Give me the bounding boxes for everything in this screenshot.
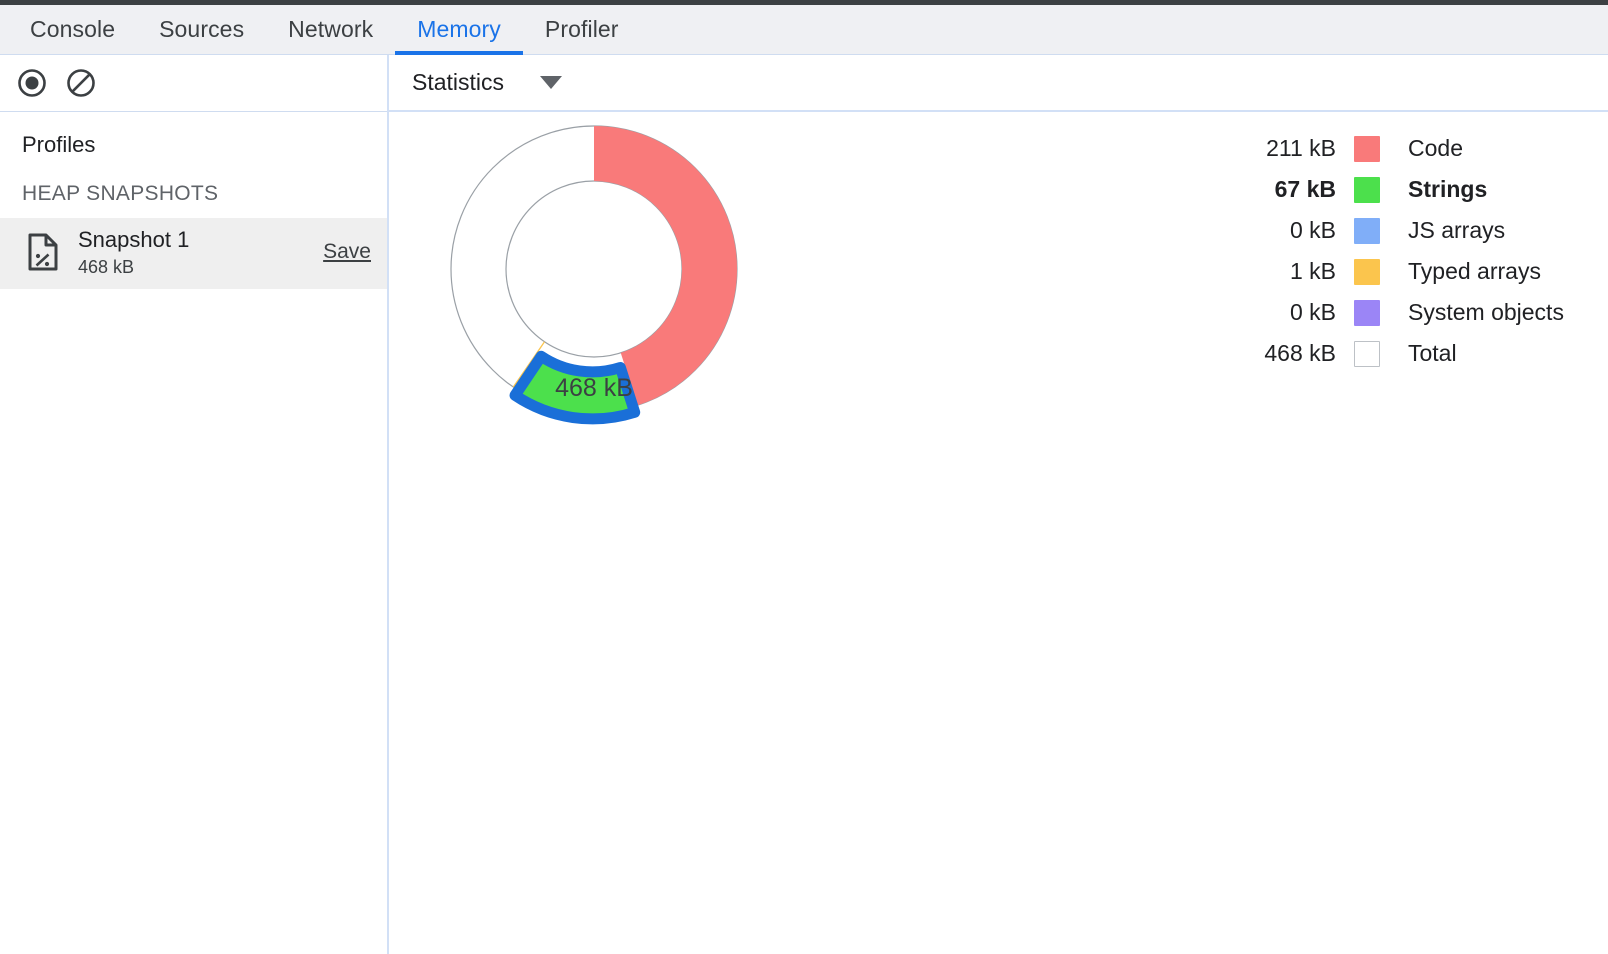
- tab-memory[interactable]: Memory: [395, 5, 523, 55]
- snapshot-size: 468 kB: [78, 256, 135, 277]
- statistics-content: 468 kB 211 kB Code 67 kB Strings: [389, 112, 1608, 954]
- clear-icon[interactable]: [65, 67, 97, 99]
- legend-value-system-objects: 0 kB: [1289, 299, 1336, 325]
- legend-row-code[interactable]: 211 kB Code: [1244, 128, 1564, 169]
- memory-donut-chart: 468 kB: [389, 112, 1189, 472]
- legend-label-typed-arrays: Typed arrays: [1408, 258, 1541, 284]
- tab-sources[interactable]: Sources: [137, 5, 266, 54]
- snapshot-text: Snapshot 1 468 kB: [78, 227, 313, 277]
- view-selector-dropdown[interactable]: Statistics: [406, 65, 568, 100]
- record-icon[interactable]: [16, 67, 48, 99]
- profiles-sidebar: Profiles HEAP SNAPSHOTS Snapshot 1: [0, 55, 389, 954]
- legend-row-system-objects[interactable]: 0 kB System objects: [1244, 292, 1564, 333]
- legend-label-total: Total: [1408, 340, 1457, 366]
- legend-swatch-total: [1354, 340, 1380, 367]
- legend-value-typed-arrays: 1 kB: [1289, 258, 1336, 284]
- statistics-toolbar: Statistics: [389, 55, 1608, 112]
- tab-console-label: Console: [30, 16, 116, 42]
- panel-body: Profiles HEAP SNAPSHOTS Snapshot 1: [0, 55, 1608, 954]
- statistics-panel: Statistics 468 kB 211 kB Code: [389, 55, 1608, 954]
- legend-value-js-arrays: 0 kB: [1289, 217, 1336, 243]
- tab-console[interactable]: Console: [8, 5, 137, 54]
- legend-value-total: 468 kB: [1264, 340, 1336, 366]
- legend-row-js-arrays[interactable]: 0 kB JS arrays: [1244, 210, 1564, 251]
- tab-sources-label: Sources: [159, 16, 245, 42]
- panel-tabbar: Console Sources Network Memory Profiler: [0, 5, 1608, 55]
- legend-label-code: Code: [1408, 135, 1463, 161]
- tab-memory-label: Memory: [417, 16, 501, 42]
- profiles-list: Profiles HEAP SNAPSHOTS Snapshot 1: [0, 112, 387, 954]
- legend-label-strings: Strings: [1408, 176, 1488, 202]
- list-item-snapshot-1[interactable]: Snapshot 1 468 kB Save: [0, 218, 387, 289]
- view-selector-label: Statistics: [412, 69, 505, 95]
- snapshot-document-icon: [26, 233, 60, 271]
- legend-swatch-strings: [1354, 176, 1380, 203]
- legend-swatch-system-objects: [1354, 299, 1380, 326]
- tab-profiler-label: Profiler: [544, 16, 619, 42]
- heap-snapshots-section-header: HEAP SNAPSHOTS: [22, 182, 219, 205]
- memory-legend: 211 kB Code 67 kB Strings 0 kB JS arrays: [1244, 128, 1564, 374]
- snapshot-name: Snapshot 1: [78, 227, 190, 252]
- window-top-strip: [0, 0, 1608, 5]
- legend-value-code: 211 kB: [1266, 135, 1336, 161]
- legend-label-system-objects: System objects: [1408, 299, 1564, 325]
- save-snapshot-link[interactable]: Save: [323, 240, 371, 264]
- legend-label-js-arrays: JS arrays: [1408, 217, 1506, 243]
- tab-profiler[interactable]: Profiler: [523, 5, 641, 54]
- chevron-down-icon: [540, 76, 563, 89]
- sidebar-toolbar: [0, 55, 387, 112]
- legend-swatch-js-arrays: [1354, 217, 1380, 244]
- legend-value-strings: 67 kB: [1274, 176, 1336, 202]
- legend-swatch-code: [1354, 135, 1380, 162]
- tab-network[interactable]: Network: [266, 5, 395, 54]
- legend-row-typed-arrays[interactable]: 1 kB Typed arrays: [1244, 251, 1564, 292]
- donut-chart-svg[interactable]: [389, 112, 1189, 472]
- legend-swatch-typed-arrays: [1354, 258, 1380, 285]
- legend-row-strings[interactable]: 67 kB Strings: [1244, 169, 1564, 210]
- tab-network-label: Network: [288, 16, 374, 42]
- legend-row-total[interactable]: 468 kB Total: [1244, 333, 1564, 374]
- profiles-title: Profiles: [22, 132, 96, 157]
